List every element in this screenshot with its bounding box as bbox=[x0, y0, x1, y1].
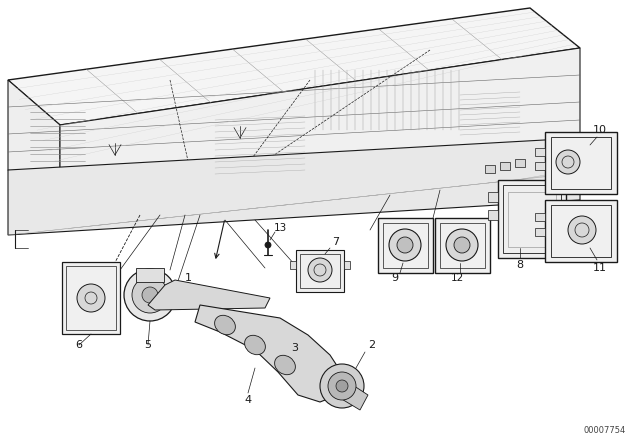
Bar bbox=[535, 213, 545, 221]
Bar bbox=[545, 200, 617, 262]
Bar bbox=[515, 159, 525, 167]
Ellipse shape bbox=[72, 110, 157, 200]
Text: 4: 4 bbox=[244, 395, 252, 405]
Circle shape bbox=[77, 284, 105, 312]
Bar bbox=[290, 261, 296, 269]
Bar bbox=[503, 185, 561, 253]
Bar bbox=[66, 266, 116, 330]
Bar bbox=[551, 205, 611, 257]
Bar bbox=[435, 218, 490, 273]
Ellipse shape bbox=[433, 55, 508, 135]
Bar bbox=[440, 223, 485, 268]
Ellipse shape bbox=[85, 122, 145, 188]
Text: 9: 9 bbox=[392, 273, 399, 283]
Bar bbox=[498, 180, 566, 258]
Bar bbox=[310, 70, 460, 130]
Bar bbox=[296, 250, 344, 292]
Bar bbox=[488, 192, 498, 202]
Text: 12: 12 bbox=[451, 273, 463, 283]
Bar bbox=[383, 223, 428, 268]
Text: 7: 7 bbox=[332, 237, 340, 247]
Text: 00007754: 00007754 bbox=[584, 426, 626, 435]
Bar bbox=[310, 70, 460, 130]
Bar bbox=[488, 210, 498, 220]
Circle shape bbox=[328, 372, 356, 400]
Text: 1: 1 bbox=[184, 273, 191, 283]
Circle shape bbox=[556, 150, 580, 174]
Ellipse shape bbox=[244, 335, 266, 355]
Circle shape bbox=[397, 237, 413, 253]
Circle shape bbox=[265, 242, 271, 248]
Circle shape bbox=[389, 229, 421, 261]
Polygon shape bbox=[8, 8, 580, 125]
Ellipse shape bbox=[351, 97, 389, 139]
Bar bbox=[500, 162, 510, 170]
Text: 10: 10 bbox=[593, 125, 607, 135]
Circle shape bbox=[320, 364, 364, 408]
Ellipse shape bbox=[100, 139, 130, 171]
Circle shape bbox=[568, 216, 596, 244]
Text: 8: 8 bbox=[516, 260, 524, 270]
Polygon shape bbox=[60, 48, 580, 215]
Bar bbox=[344, 261, 350, 269]
Text: 11: 11 bbox=[593, 263, 607, 273]
Polygon shape bbox=[8, 80, 60, 215]
Text: 3: 3 bbox=[291, 343, 298, 353]
Text: 6: 6 bbox=[76, 340, 83, 350]
Bar bbox=[508, 192, 556, 247]
Circle shape bbox=[142, 287, 158, 303]
Polygon shape bbox=[195, 305, 345, 402]
Circle shape bbox=[308, 258, 332, 282]
Ellipse shape bbox=[275, 355, 296, 375]
Circle shape bbox=[124, 269, 176, 321]
Ellipse shape bbox=[198, 93, 282, 183]
Bar bbox=[535, 228, 545, 236]
Ellipse shape bbox=[210, 105, 270, 171]
Bar bbox=[485, 165, 495, 173]
Circle shape bbox=[336, 380, 348, 392]
Polygon shape bbox=[340, 382, 368, 410]
Text: 13: 13 bbox=[273, 223, 287, 233]
Bar bbox=[136, 268, 164, 282]
Bar bbox=[551, 137, 611, 189]
Ellipse shape bbox=[340, 86, 400, 151]
Ellipse shape bbox=[445, 68, 495, 122]
Polygon shape bbox=[8, 138, 580, 235]
Bar bbox=[535, 148, 545, 156]
Bar bbox=[300, 254, 340, 288]
Circle shape bbox=[454, 237, 470, 253]
Ellipse shape bbox=[214, 315, 236, 335]
Bar bbox=[62, 262, 120, 334]
Circle shape bbox=[132, 277, 168, 313]
Bar bbox=[545, 132, 617, 194]
Polygon shape bbox=[148, 280, 270, 310]
Bar bbox=[378, 218, 433, 273]
Ellipse shape bbox=[225, 122, 255, 154]
Circle shape bbox=[446, 229, 478, 261]
Bar bbox=[535, 162, 545, 170]
Text: 2: 2 bbox=[369, 340, 376, 350]
Text: 5: 5 bbox=[145, 340, 152, 350]
